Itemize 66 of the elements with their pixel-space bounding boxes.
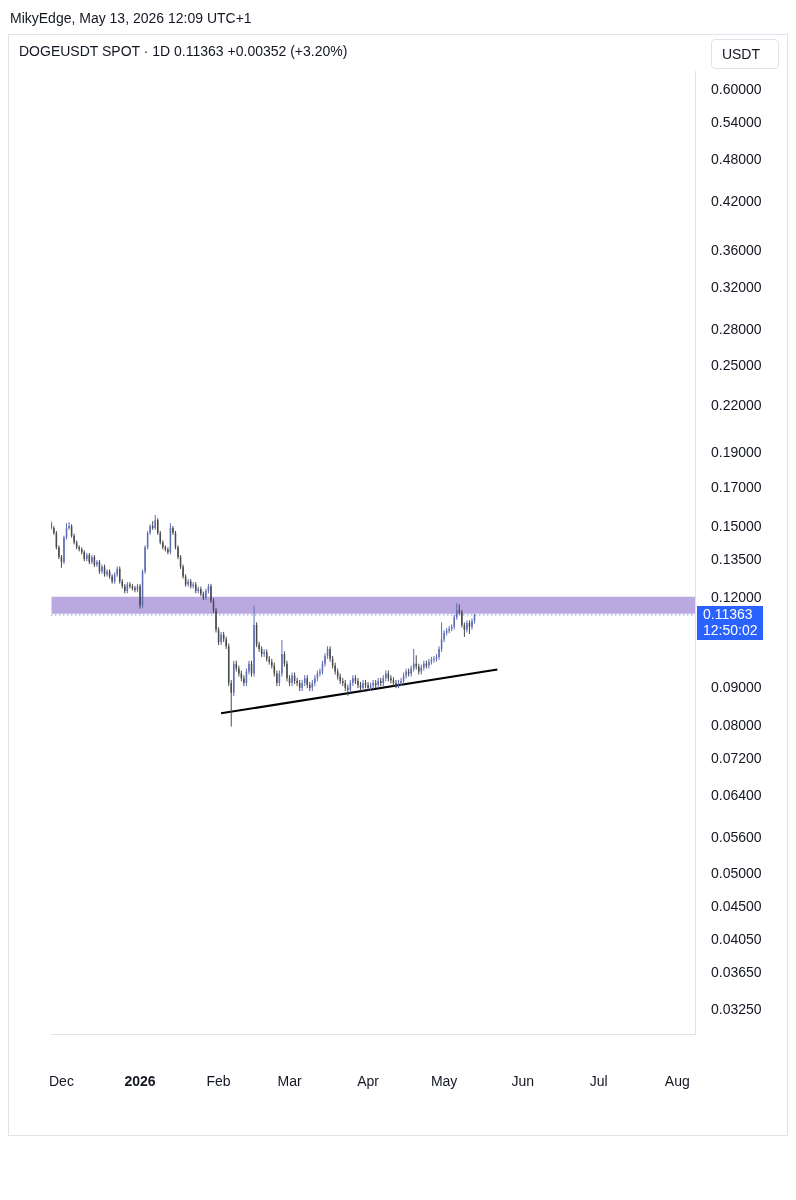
candlestick [83, 549, 86, 562]
x-tick-label: Mar [277, 1073, 302, 1090]
y-tick-label: 0.05600 [711, 829, 762, 846]
candlestick [106, 568, 108, 578]
candlestick [96, 559, 98, 568]
y-tick-label: 0.09000 [711, 679, 762, 696]
y-tick-label: 0.06400 [711, 787, 762, 804]
y-tick-label: 0.03650 [711, 964, 762, 981]
candlestick [314, 674, 316, 687]
x-tick-label: Jul [589, 1073, 608, 1090]
candlestick [341, 677, 344, 687]
y-tick-label: 0.05000 [711, 864, 762, 881]
candlestick [111, 573, 113, 585]
candlestick [471, 617, 473, 631]
y-tick-label: 0.12000 [711, 588, 762, 605]
candlestick [78, 544, 80, 552]
candlestick [405, 668, 407, 680]
y-tick-label: 0.28000 [711, 321, 762, 338]
y-tick-label: 0.13500 [711, 551, 762, 568]
y-tick-label: 0.54000 [711, 113, 762, 130]
candlestick [347, 684, 349, 697]
candlestick [139, 583, 141, 609]
x-tick-label: Feb [206, 1073, 231, 1090]
y-tick-label: 0.25000 [711, 357, 762, 374]
candlestick [380, 677, 382, 687]
y-tick-label: 0.17000 [711, 478, 762, 495]
candlestick [86, 552, 88, 562]
candlestick [200, 586, 202, 597]
y-tick-label: 0.15000 [711, 518, 762, 535]
candlestick [415, 654, 417, 671]
candlestick [238, 665, 240, 678]
candlestick [339, 673, 341, 685]
y-tick-label: 0.19000 [711, 443, 762, 460]
y-tick-label: 0.42000 [711, 193, 762, 210]
text: USDT [710, 39, 779, 69]
x-tick-label: Aug [664, 1073, 690, 1090]
candlestick [101, 564, 103, 575]
x-tick-label: May [430, 1073, 458, 1090]
candlestick [263, 648, 265, 658]
candlestick [390, 674, 392, 684]
y-tick-label: 0.04500 [711, 898, 762, 915]
candlestick [192, 581, 194, 589]
y-tick-label: 0.07200 [711, 749, 762, 766]
candlestick [187, 578, 189, 588]
x-tick-label: 2026 [124, 1073, 156, 1090]
y-tick-label: 0.36000 [711, 241, 762, 258]
x-tick-label: Jun [511, 1073, 534, 1090]
candlestick [91, 554, 93, 565]
chart-subtitle: MikyEdge, May 13, 2026 12:09 UTC+1 [9, 9, 253, 28]
x-tick-label: Dec [49, 1073, 74, 1090]
candlestick [167, 546, 169, 555]
chart-title: DOGEUSDT SPOT · 1D 0.11363 +0.00352 (+3.20%) [19, 43, 348, 59]
y-tick-label: 0.32000 [711, 279, 762, 296]
candlestick [205, 588, 207, 601]
y-tick-label: 0.04050 [711, 931, 762, 948]
y-tick-label: 0.03250 [711, 1000, 762, 1017]
y-tick-label: 0.22000 [711, 397, 762, 414]
text: 12:50:02 [703, 621, 758, 638]
candlestick [357, 677, 359, 689]
y-tick-label: 0.60000 [711, 80, 762, 97]
y-tick-label: 0.08000 [711, 716, 762, 733]
y-tick-label: 0.48000 [711, 151, 762, 168]
candlestick [243, 674, 245, 687]
x-tick-label: Apr [357, 1073, 380, 1090]
ref-line-label: 0.11363 [703, 605, 753, 622]
candlestick [220, 631, 222, 646]
